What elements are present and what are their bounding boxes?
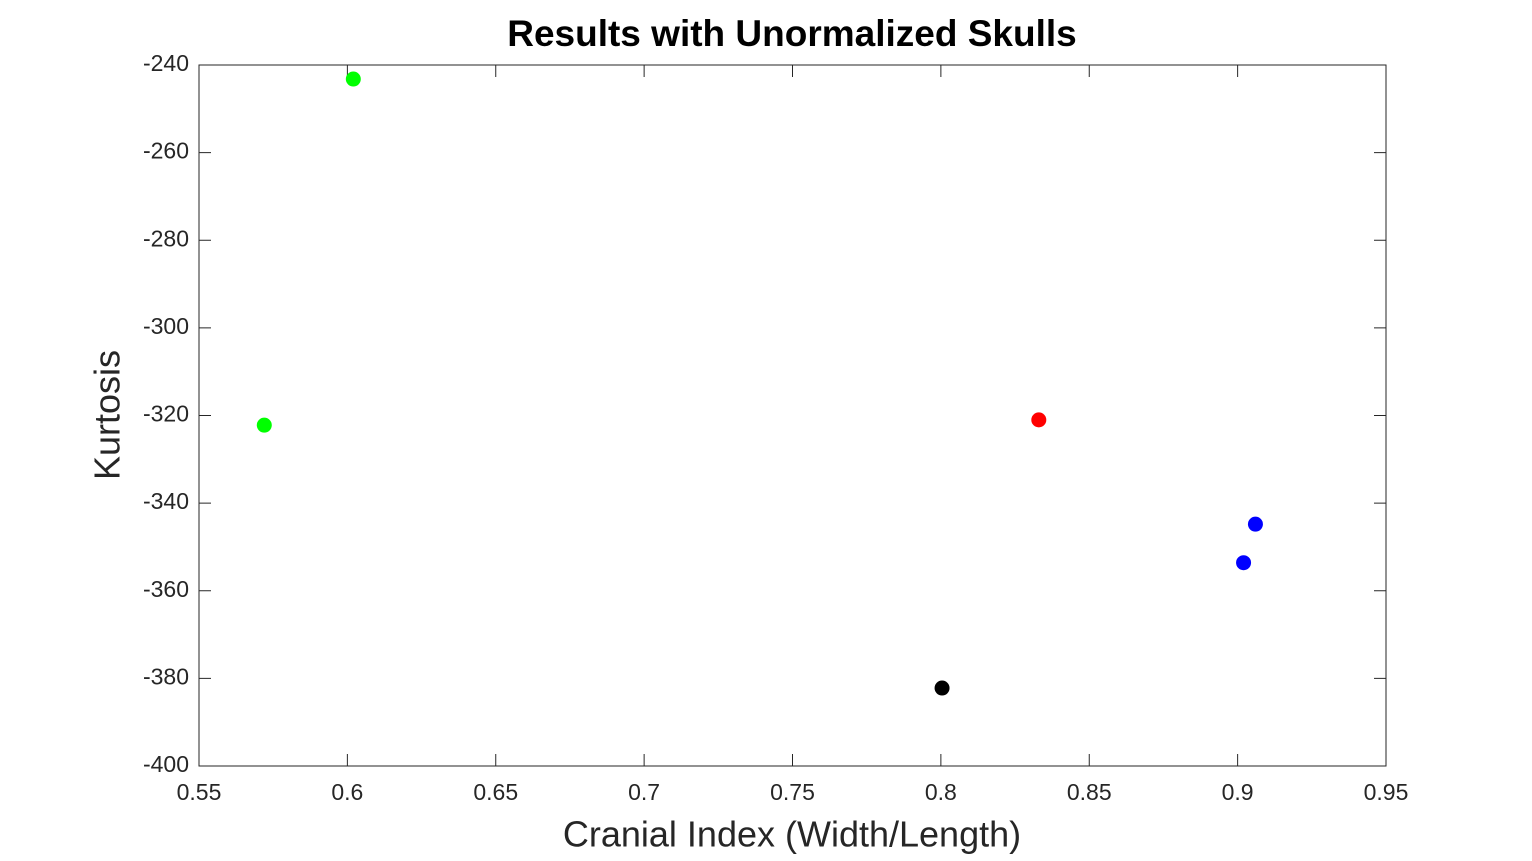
- point: [1031, 412, 1047, 428]
- x-tick-label: 0.95: [1364, 779, 1409, 805]
- x-tick-label: 0.85: [1067, 779, 1112, 805]
- y-tick-label: -380: [143, 663, 189, 689]
- y-tick-label: -360: [143, 576, 189, 602]
- point: [345, 71, 361, 87]
- x-tick-label: 0.75: [770, 779, 815, 805]
- chart-title: Results with Unormalized Skulls: [507, 13, 1077, 54]
- x-tick-label: 0.55: [177, 779, 222, 805]
- y-tick-label: -240: [143, 50, 189, 76]
- x-axis-label: Cranial Index (Width/Length): [563, 814, 1021, 855]
- y-tick-label: -280: [143, 225, 189, 251]
- x-tick-label: 0.7: [628, 779, 660, 805]
- y-axis-label: Kurtosis: [87, 350, 128, 480]
- x-tick-label: 0.8: [925, 779, 957, 805]
- y-tick-label: -320: [143, 401, 189, 427]
- y-tick-label: -300: [143, 313, 189, 339]
- y-tick-label: -340: [143, 488, 189, 514]
- point: [256, 417, 272, 433]
- point: [934, 680, 950, 696]
- point: [1247, 516, 1263, 532]
- y-tick-label: -400: [143, 751, 189, 777]
- x-tick-label: 0.9: [1222, 779, 1254, 805]
- y-tick-label: -260: [143, 138, 189, 164]
- x-tick-label: 0.6: [331, 779, 363, 805]
- x-tick-label: 0.65: [473, 779, 518, 805]
- point: [1236, 555, 1252, 571]
